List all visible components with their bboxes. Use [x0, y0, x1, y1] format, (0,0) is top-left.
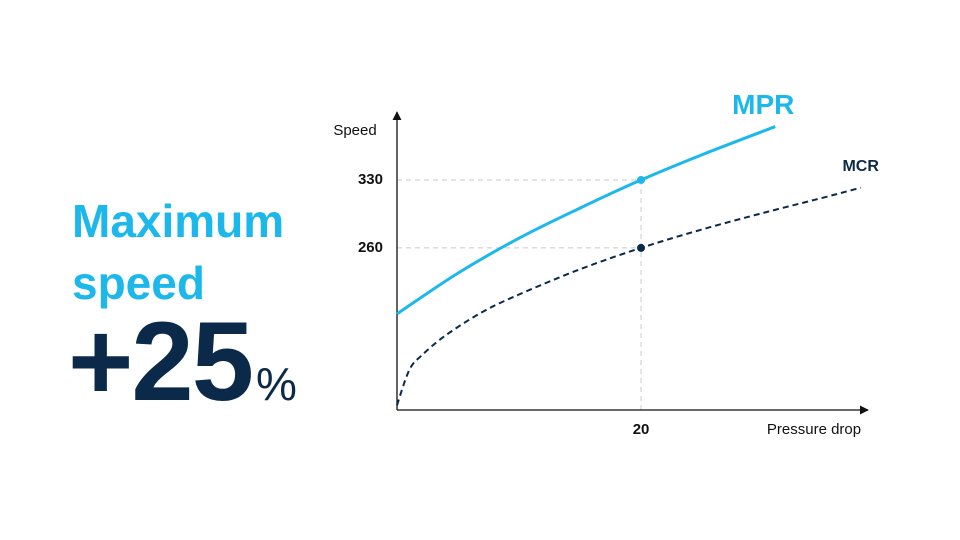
y-tick-label: 330: [358, 171, 383, 188]
figure-value: +25: [68, 299, 254, 424]
series-line: [396, 125, 776, 316]
x-tick-label: 20: [633, 421, 650, 438]
headline-figure: +25%: [68, 306, 297, 440]
data-point: [637, 243, 646, 252]
y-tick-label: 260: [358, 239, 383, 256]
figure-unit: %: [255, 358, 297, 410]
y-axis-label: Speed: [333, 122, 376, 139]
headline: Maximum speed: [72, 195, 285, 309]
series-label: MPR: [732, 89, 794, 120]
data-point: [637, 175, 646, 184]
series-label: MCR: [842, 158, 879, 175]
series-line: [396, 186, 861, 406]
x-axis-label: Pressure drop: [767, 421, 861, 438]
